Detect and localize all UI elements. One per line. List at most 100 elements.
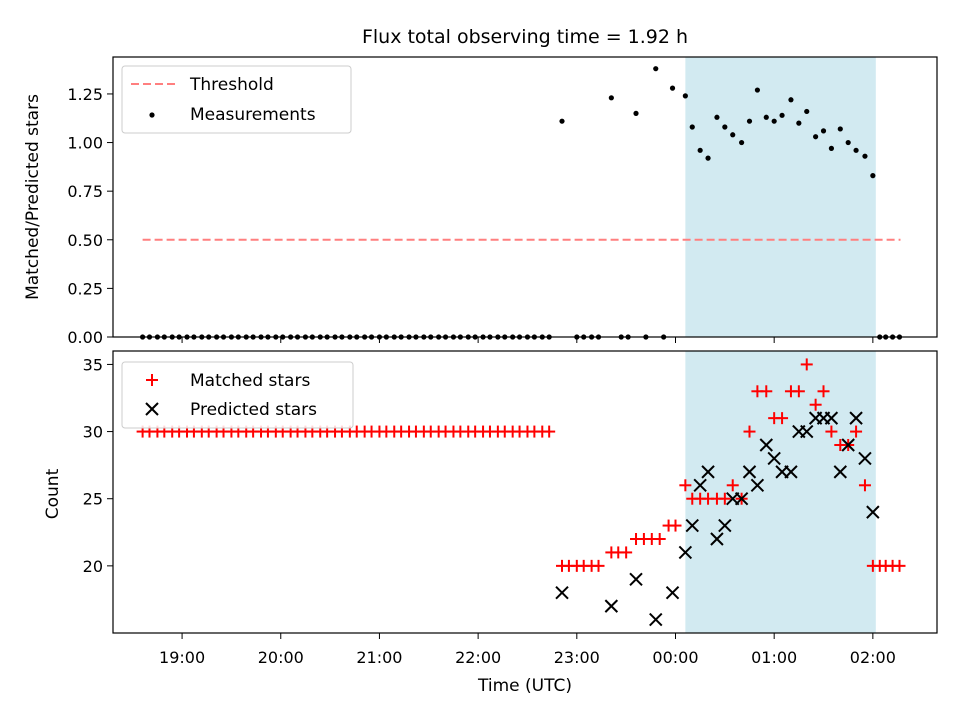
predicted-star-marker xyxy=(833,465,847,479)
x-tick-label: 22:00 xyxy=(455,648,501,667)
matched-star-marker xyxy=(858,479,871,492)
matched-star-marker xyxy=(679,479,692,492)
measurement-point xyxy=(754,87,760,93)
top-legend: Threshold Measurements xyxy=(121,65,352,134)
predicted-star-marker xyxy=(858,451,872,466)
top-y-ticks: 0.00 0.25 0.50 0.75 1.00 1.25 xyxy=(67,85,113,347)
y-tick-label: 0.00 xyxy=(67,328,103,347)
matched-star-marker xyxy=(669,519,682,532)
y-tick-label: 30 xyxy=(83,423,103,442)
measurement-point xyxy=(697,147,703,153)
bottom-plot: 20 25 30 35 19:00 20:00 21:00 22:00 23:00 00:00 0… xyxy=(43,350,938,696)
matched-star-marker xyxy=(800,358,813,371)
predicted-star-marker xyxy=(767,451,781,466)
predicted-star-marker xyxy=(849,411,863,425)
measurement-point xyxy=(788,97,794,103)
x-tick-label: 23:00 xyxy=(554,648,600,667)
bottom-axes-frame xyxy=(112,350,938,634)
measurement-point xyxy=(705,155,711,161)
predicted-star-marker xyxy=(678,545,693,560)
measurement-point xyxy=(779,112,785,118)
matched-star-marker xyxy=(653,533,666,545)
matched-legend-label: Matched stars xyxy=(190,371,310,391)
matched-star-marker xyxy=(760,385,773,398)
measurement-point xyxy=(682,93,688,99)
matched-star-marker xyxy=(809,398,822,411)
bottom-highlight-span xyxy=(685,351,876,633)
predicted-star-marker xyxy=(784,465,798,479)
measurement-point xyxy=(746,118,753,124)
predicted-star-marker xyxy=(710,532,724,546)
predicted-star-marker xyxy=(800,424,814,439)
matched-legend-swatch xyxy=(146,374,158,386)
measurement-point xyxy=(813,134,819,140)
measurement-point xyxy=(608,95,614,101)
measurement-point xyxy=(722,124,728,130)
top-highlight-span xyxy=(685,57,876,337)
predicted-legend-swatch xyxy=(145,402,159,416)
y-tick-label: 0.75 xyxy=(67,182,103,201)
y-tick-label: 0.25 xyxy=(67,279,103,298)
predicted-star-marker xyxy=(685,518,699,533)
measurement-point xyxy=(763,114,769,120)
measurement-point xyxy=(853,147,859,153)
predicted-legend-label: Predicted stars xyxy=(190,400,317,420)
measurement-point xyxy=(730,132,736,138)
x-tick-label: 01:00 xyxy=(751,648,797,667)
y-tick-label: 0.50 xyxy=(67,231,103,250)
bottom-y-ticks: 20 25 30 35 xyxy=(83,355,113,576)
predicted-star-marker xyxy=(824,411,839,425)
measurement-point xyxy=(633,110,639,116)
measurement-point xyxy=(771,118,777,124)
measurement-point xyxy=(689,124,695,130)
predicted-star-marker xyxy=(701,465,715,479)
measurement-point xyxy=(804,108,810,115)
measurement-point xyxy=(669,85,676,91)
y-tick-label: 20 xyxy=(83,557,103,576)
predicted-star-marker xyxy=(866,505,880,519)
matched-star-marker xyxy=(893,559,906,572)
matched-star-marker xyxy=(718,492,731,505)
matched-star-marker xyxy=(792,385,805,398)
threshold-legend-label: Threshold xyxy=(189,75,274,95)
y-tick-label: 35 xyxy=(83,355,103,374)
measurement-point xyxy=(739,139,745,146)
predicted-star-marker xyxy=(841,438,855,452)
measurements-legend-swatch xyxy=(149,112,155,118)
predicted-star-marker xyxy=(649,612,663,627)
top-plot: 0.00 0.25 0.50 0.75 1.00 1.25 Matched/Predict… xyxy=(23,56,938,347)
matched-star-marker xyxy=(743,425,756,438)
x-tick-label: 02:00 xyxy=(850,648,896,667)
measurement-point xyxy=(714,114,720,120)
top-y-axis-label: Matched/Predicted stars xyxy=(23,94,43,300)
chart-title: Flux total observing time = 1.92 h xyxy=(362,26,688,48)
matched-star-marker xyxy=(543,425,556,438)
measurement-point xyxy=(653,66,659,72)
bottom-y-axis-label: Count xyxy=(43,468,63,519)
measurements-legend-label: Measurements xyxy=(190,105,316,125)
predicted-star-marker xyxy=(718,518,732,533)
predicted-star-marker xyxy=(759,438,773,452)
measurement-point xyxy=(845,139,851,146)
predicted-star-marker xyxy=(693,478,707,492)
matched-star-marker xyxy=(776,412,789,425)
measurement-points xyxy=(140,66,903,340)
predicted-stars-points xyxy=(555,411,880,627)
matched-star-marker xyxy=(825,425,838,438)
measurement-point xyxy=(837,126,843,132)
measurement-point xyxy=(862,153,868,159)
bottom-legend: Matched stars Predicted stars xyxy=(121,361,354,429)
top-axes-frame xyxy=(112,56,938,338)
predicted-star-marker xyxy=(629,572,643,586)
x-tick-label: 21:00 xyxy=(356,648,402,667)
top-x-ticks xyxy=(181,337,874,343)
y-tick-label: 1.25 xyxy=(67,85,103,104)
matched-star-marker xyxy=(620,546,633,559)
measurement-point xyxy=(796,120,802,126)
predicted-star-marker xyxy=(665,586,680,600)
x-tick-label: 20:00 xyxy=(258,648,304,667)
predicted-star-marker xyxy=(555,586,569,600)
measurement-point xyxy=(820,128,827,134)
measurement-point xyxy=(870,173,876,179)
